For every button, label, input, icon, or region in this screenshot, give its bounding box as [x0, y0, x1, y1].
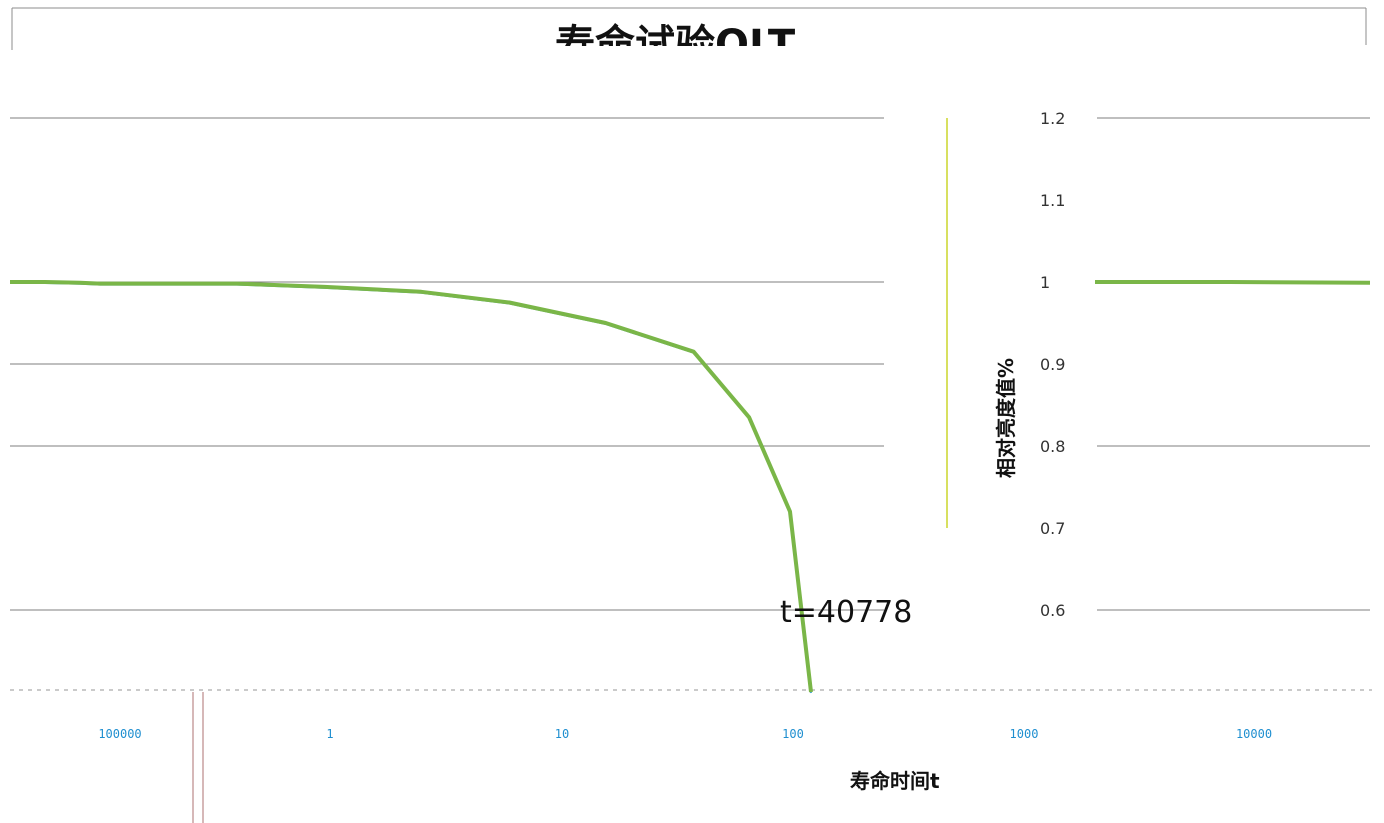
x-tick-label-5: 10000: [1236, 727, 1272, 741]
y-tick-label-0: 1.2: [1040, 109, 1065, 128]
gridlines: [10, 117, 1370, 611]
x-tick-label-3: 100: [782, 727, 804, 741]
lifetime-annotation: t=40778: [780, 595, 912, 630]
y-tick-label-1: 1.1: [1040, 191, 1065, 210]
series-shadow-line: [10, 282, 812, 694]
y-axis-ticks: 1.2 1.1 1 0.9 0.8 0.7 0.6: [1040, 109, 1065, 620]
y-tick-label-2: 1: [1040, 273, 1050, 292]
x-axis-ticks: 100000 1 10 100 1000 10000: [98, 727, 1272, 741]
series-line-right: [1095, 280, 1371, 285]
x-axis-title: 寿命时间t: [850, 769, 940, 793]
y-tick-label-4: 0.8: [1040, 437, 1065, 456]
x-tick-label-2: 10: [555, 727, 569, 741]
x-tick-label-1: 1: [326, 727, 333, 741]
x-tick-label-4: 1000: [1010, 727, 1039, 741]
y-tick-label-3: 0.9: [1040, 355, 1065, 374]
data-series: [10, 280, 1371, 694]
y-axis-title: 相对亮度值%: [994, 358, 1018, 478]
title-clip-mask: [300, 46, 1000, 76]
y-tick-label-5: 0.7: [1040, 519, 1065, 538]
series-line-main: [10, 280, 813, 693]
y-tick-label-6: 0.6: [1040, 601, 1065, 620]
x-tick-label-0: 100000: [98, 727, 141, 741]
